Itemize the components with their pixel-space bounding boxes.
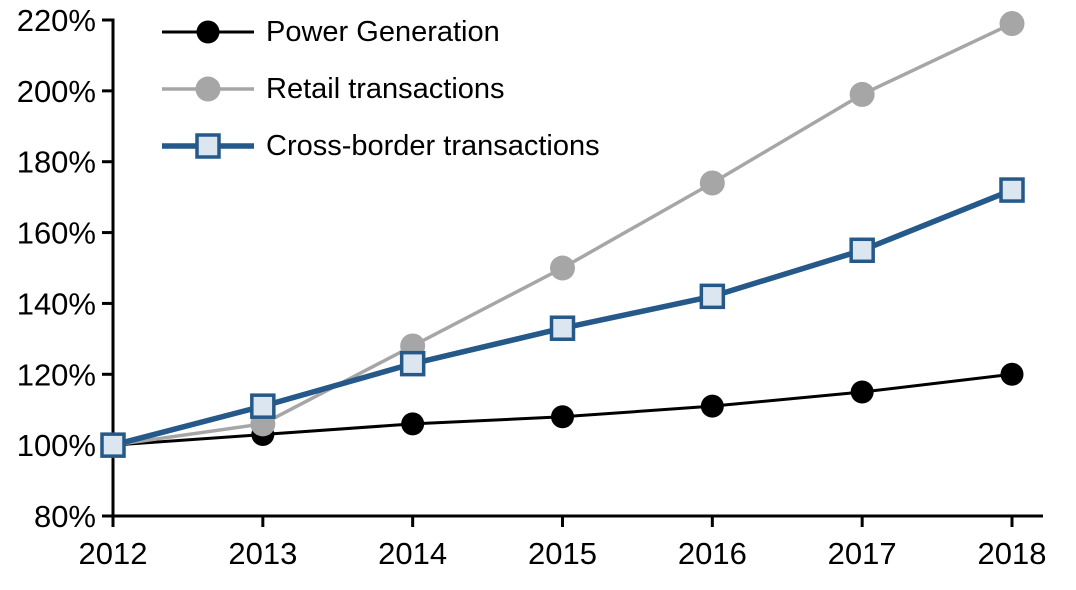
legend: Power Generation Retail transactions Cro… (160, 12, 600, 183)
data-point-marker (700, 394, 724, 418)
x-axis-tick-label: 2018 (978, 536, 1047, 571)
legend-item-power-generation: Power Generation (160, 12, 600, 52)
data-point-marker (850, 380, 874, 404)
legend-marker-icon (195, 133, 221, 159)
y-axis-tick-label: 120% (17, 357, 96, 392)
data-point-marker (550, 255, 575, 281)
legend-swatch-cross-border-transactions (162, 133, 254, 159)
data-point-marker (849, 237, 875, 264)
x-axis-tick-label: 2013 (228, 536, 297, 571)
data-point-marker (549, 315, 576, 341)
data-point-marker (699, 170, 725, 196)
data-point-marker (699, 283, 726, 310)
data-point-marker (399, 350, 426, 377)
axes: 80% 100% 120% 140% 160% 180% 200% 220% 2012 2013 2… (17, 3, 1047, 571)
series-cross-border-transactions (100, 177, 1025, 458)
data-point-marker (401, 412, 425, 436)
data-point-marker (100, 432, 126, 458)
legend-item-cross-border-transactions: Cross-border transactions (160, 126, 600, 166)
x-axis-tick-label: 2014 (378, 536, 447, 571)
x-axis-tick-label: 2017 (828, 536, 897, 571)
y-axis-tick-label: 220% (17, 3, 96, 38)
legend-label: Power Generation (266, 15, 500, 48)
legend-marker-icon (195, 76, 221, 102)
x-axis-tick-label: 2015 (528, 536, 597, 571)
data-point-marker (999, 177, 1025, 203)
data-point-marker (551, 405, 574, 429)
data-point-marker (250, 393, 276, 419)
legend-item-retail-transactions: Retail transactions (160, 69, 600, 109)
y-axis-tick-label: 200% (17, 74, 96, 109)
y-axis-tick-label: 80% (34, 499, 96, 534)
legend-swatch-retail-transactions (162, 76, 254, 102)
y-axis-tick-label: 180% (17, 145, 96, 180)
legend-marker-icon (196, 20, 220, 44)
legend-label: Retail transactions (266, 72, 505, 105)
legend-label: Cross-border transactions (266, 129, 600, 162)
data-point-marker (849, 81, 875, 107)
y-axis-tick-label: 160% (17, 216, 96, 251)
data-point-marker (1000, 362, 1024, 386)
x-axis-tick-label: 2016 (678, 536, 747, 571)
legend-swatch-power-generation (162, 20, 254, 44)
x-axis-tick-label: 2012 (79, 536, 148, 571)
y-axis-tick-label: 100% (17, 428, 96, 463)
y-axis-tick-label: 140% (17, 286, 96, 321)
data-point-marker (999, 11, 1025, 37)
